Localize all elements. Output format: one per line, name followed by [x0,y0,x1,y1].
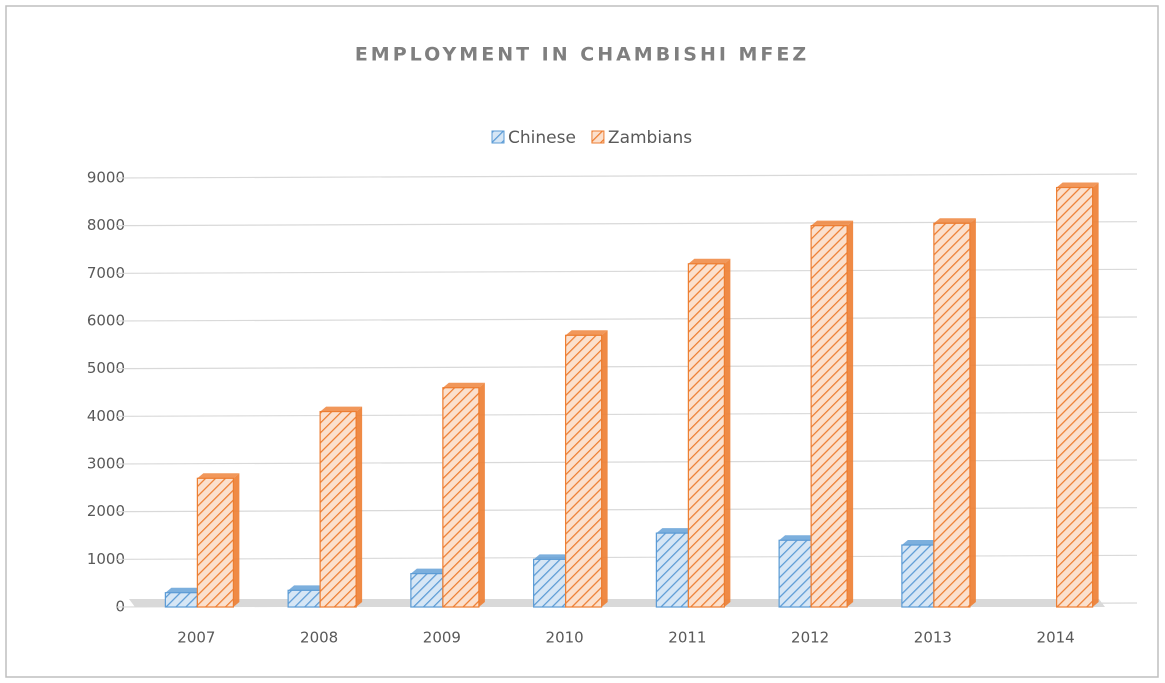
bar-top [197,473,240,479]
legend-swatch [591,130,605,144]
bar [442,387,480,608]
x-tick-label: 2012 [791,629,829,647]
bar [319,410,357,608]
y-tick-label: 6000 [87,312,125,330]
bar-top [320,406,363,412]
bar-top [811,220,854,226]
bar-side [478,382,485,607]
bar [196,477,234,608]
bar-top [1056,182,1099,188]
floor [129,599,1105,607]
bar [164,592,198,608]
legend-label: Zambians [608,128,692,148]
bar-top [901,540,940,546]
y-tick-label: 2000 [87,502,125,520]
y-tick-label: 7000 [87,264,125,282]
bar-top [410,568,449,574]
bar-side [601,330,608,607]
grid-line [116,173,1138,179]
bar-side [847,220,854,607]
bar [565,334,603,608]
bar-top [565,330,608,336]
legend-swatch [491,130,505,144]
bar [778,539,812,608]
bar [1056,186,1094,608]
bar-top [533,554,572,560]
x-tick-label: 2013 [914,629,952,647]
bar-top [165,587,204,593]
bar-top [933,218,976,224]
y-tick-label: 3000 [87,455,125,473]
bar [901,544,935,608]
bar-top [688,258,731,264]
x-tick-label: 2008 [300,629,338,647]
legend-label: Chinese [508,128,576,148]
y-tick-label: 5000 [87,359,125,377]
y-tick-label: 1000 [87,550,125,568]
bar-top [442,382,485,388]
bar [410,573,444,608]
bar [655,532,689,608]
bar-top [779,535,818,541]
y-tick-label: 4000 [87,407,125,425]
y-tick-label: 9000 [87,169,125,187]
bar-top [656,528,695,534]
bar-side [233,473,240,607]
bar [810,225,848,608]
bar [533,558,567,608]
y-tick-label: 8000 [87,216,125,234]
chart-title: EMPLOYMENT IN CHAMBISHI MFEZ [355,44,809,66]
bar-top [288,585,327,591]
bar-side [724,258,731,607]
bar [287,589,321,608]
bar [933,222,971,608]
x-tick-label: 2009 [423,629,461,647]
x-tick-label: 2014 [1037,629,1075,647]
x-tick-label: 2011 [668,629,706,647]
bar [687,263,725,608]
bar-side [1092,182,1099,608]
x-tick-label: 2010 [546,629,584,647]
bar-side [969,218,976,608]
x-tick-label: 2007 [177,629,215,647]
bar-side [356,406,363,607]
